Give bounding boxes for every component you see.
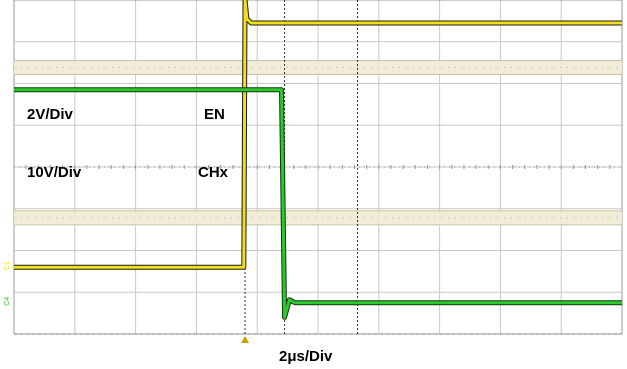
- channel-marker-chx: C4: [4, 297, 11, 306]
- trigger-marker: [241, 336, 250, 343]
- chx-series-label: CHx: [198, 164, 229, 181]
- trace-en: [14, 0, 622, 269]
- reference-band: [14, 60, 622, 75]
- time-scale-label: 2μs/Div: [279, 348, 333, 365]
- en-series-label: EN: [204, 106, 225, 123]
- chx-scale-label: 10V/Div: [27, 164, 82, 181]
- en-scale-label: 2V/Div: [27, 106, 74, 123]
- channel-marker-en: C1: [4, 261, 11, 270]
- graticule: [13, 0, 623, 335]
- reference-band: [14, 210, 622, 225]
- trace-chx: [14, 88, 622, 319]
- waveform-traces: [14, 0, 622, 320]
- reference-bands: [14, 60, 622, 226]
- channel-markers: C1 C4: [4, 261, 250, 343]
